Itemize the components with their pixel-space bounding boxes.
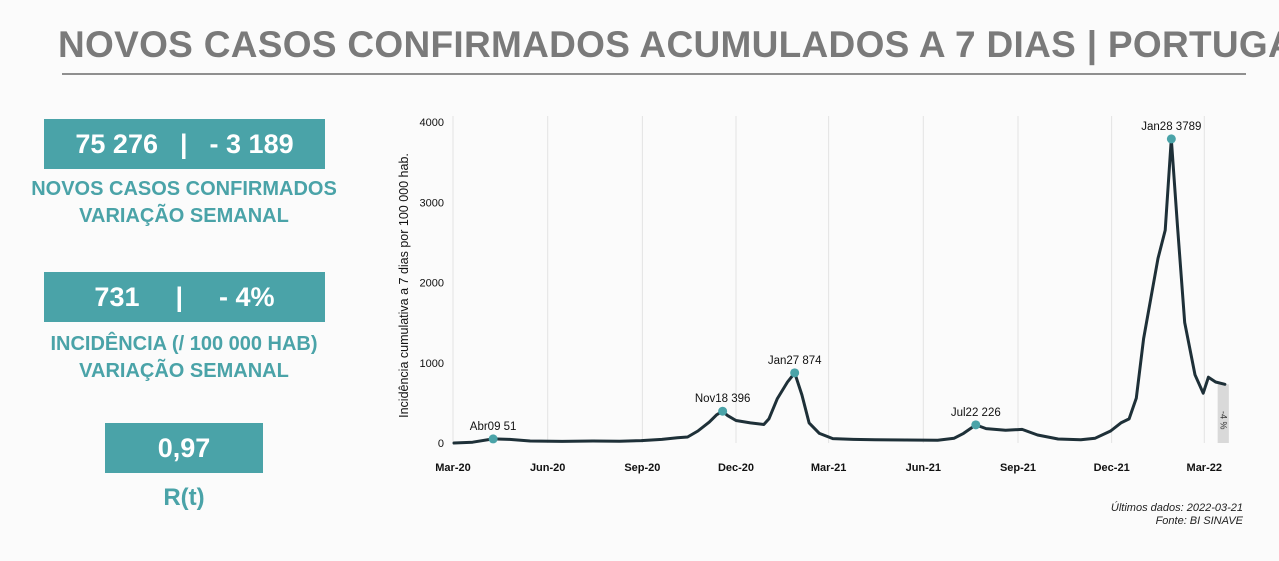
x-tick-label: Mar-21: [811, 462, 846, 474]
new-cases-label-line2: VARIAÇÃO SEMANAL: [79, 205, 289, 227]
x-tick-label: Mar-22: [1187, 462, 1222, 474]
rt-label: R(t): [163, 484, 205, 511]
new-cases-separator: |: [179, 128, 188, 159]
peak-marker: [488, 434, 498, 444]
peak-label: Jan28 3789: [1141, 121, 1201, 133]
y-tick-label: 0: [438, 438, 444, 450]
title-divider: [62, 73, 1246, 75]
weekly-change-bar: [1217, 384, 1229, 443]
x-tick-label: Sep-20: [624, 462, 660, 474]
incidence-line-chart: Mar-20 Jun-20 Sep-20 Dec-20 Mar-21 Jun-21 Sep-…: [397, 116, 1229, 474]
x-tick-label: Mar-20: [435, 462, 470, 474]
y-tick-label: 1000: [420, 358, 444, 370]
peak-label: Jan27 874: [768, 355, 822, 367]
incidence-value: 731: [94, 281, 140, 312]
new-cases-box: 75 276 | - 3 189: [44, 119, 325, 169]
x-tick-label: Jun-21: [906, 462, 941, 474]
y-tick-label: 2000: [420, 278, 444, 290]
rt-value: 0,97: [157, 432, 211, 463]
y-tick-label: 4000: [420, 117, 444, 129]
weekly-change-label: -4 %: [1219, 411, 1229, 430]
incidence-series-line: [452, 137, 1227, 445]
peak-label: Abr09 51: [470, 421, 517, 433]
peak-marker: [971, 420, 981, 430]
y-axis-label: Incidência cumulativa a 7 dias por 100 0…: [397, 153, 411, 418]
incidence-label: INCIDÊNCIA (/ 100 000 HAB) VARIAÇÃO SEMA…: [0, 331, 368, 385]
peak-label: Jul22 226: [951, 407, 1001, 419]
incidence-label-line2: VARIAÇÃO SEMANAL: [79, 360, 289, 382]
y-tick-label: 3000: [420, 197, 444, 209]
incidence-change: - 4%: [219, 281, 275, 312]
new-cases-value: 75 276: [75, 128, 158, 159]
rt-box: 0,97: [105, 423, 263, 473]
x-tick-label: Dec-20: [718, 462, 754, 474]
x-tick-label: Sep-21: [1000, 462, 1036, 474]
incidence-box: 731 | - 4%: [44, 272, 325, 322]
source-note: Fonte: BI SINAVE: [1155, 515, 1243, 527]
new-cases-label-line1: NOVOS CASOS CONFIRMADOS: [31, 178, 337, 200]
new-cases-label: NOVOS CASOS CONFIRMADOS VARIAÇÃO SEMANAL: [0, 176, 368, 230]
peak-marker: [790, 368, 800, 378]
peak-marker: [718, 406, 728, 416]
peak-label: Nov18 396: [695, 393, 751, 405]
x-tick-label: Dec-21: [1094, 462, 1130, 474]
incidence-separator: |: [175, 281, 184, 312]
page-title: NOVOS CASOS CONFIRMADOS ACUMULADOS A 7 D…: [58, 24, 1279, 65]
peak-marker: [1166, 134, 1176, 144]
x-tick-label: Jun-20: [530, 462, 565, 474]
incidence-label-line1: INCIDÊNCIA (/ 100 000 HAB): [50, 333, 318, 355]
new-cases-change: - 3 189: [209, 128, 294, 159]
last-data-note: Últimos dados: 2022-03-21: [1110, 502, 1243, 514]
